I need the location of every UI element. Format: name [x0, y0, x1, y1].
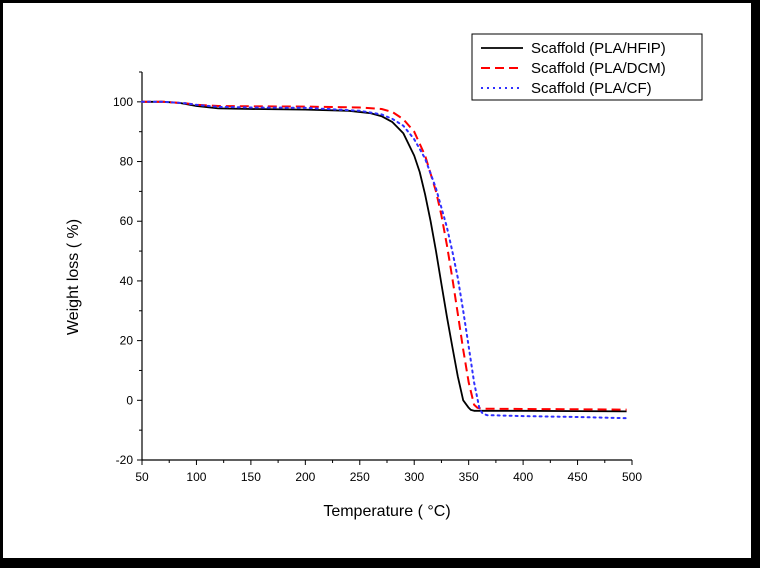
x-tick-label: 400 — [513, 470, 533, 484]
y-tick-label: 40 — [120, 274, 134, 288]
x-tick-label: 200 — [295, 470, 315, 484]
y-tick-label: 0 — [126, 393, 133, 407]
x-tick-label: 100 — [186, 470, 206, 484]
y-tick-label: -20 — [116, 453, 134, 467]
series-line-hfip — [142, 100, 627, 413]
x-tick-label: 50 — [135, 470, 149, 484]
data-series — [141, 100, 628, 420]
axes — [141, 72, 632, 461]
x-tick-label: 350 — [459, 470, 479, 484]
y-axis-ticks: -20 0 20 40 60 80 100 — [113, 71, 142, 467]
y-tick-label: 60 — [120, 214, 134, 228]
x-tick-label: 450 — [568, 470, 588, 484]
x-axis-label: Temperature ( °C) — [323, 503, 450, 520]
x-tick-label: 300 — [404, 470, 424, 484]
series-line-dcm — [142, 100, 627, 411]
series-line-cf — [141, 100, 628, 420]
y-axis-label: Weight loss ( %) — [65, 219, 82, 335]
legend-label-cf: Scaffold (PLA/CF) — [531, 80, 652, 97]
x-tick-label: 500 — [622, 470, 642, 484]
y-tick-label: 20 — [120, 334, 134, 348]
y-tick-label: 100 — [113, 95, 133, 109]
legend-label-dcm: Scaffold (PLA/DCM) — [531, 60, 666, 77]
x-tick-label: 250 — [350, 470, 370, 484]
y-tick-label: 80 — [120, 155, 134, 169]
legend: Scaffold (PLA/HFIP) Scaffold (PLA/DCM) S… — [471, 33, 703, 101]
legend-label-hfip: Scaffold (PLA/HFIP) — [531, 40, 666, 57]
x-axis-ticks: 50 100 150 200 250 300 350 400 450 500 — [135, 460, 642, 484]
x-tick-label: 150 — [241, 470, 261, 484]
